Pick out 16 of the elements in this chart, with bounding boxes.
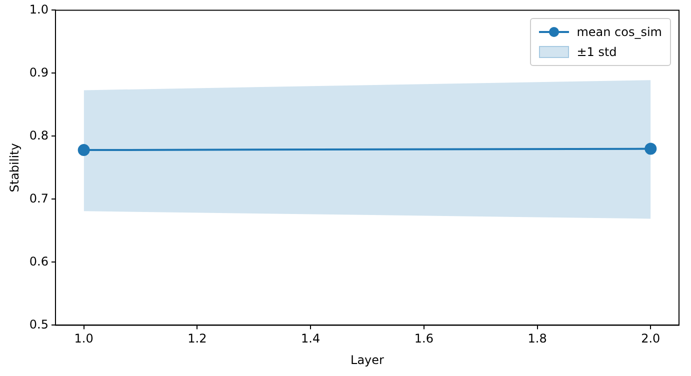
x-tick-label: 1.8 — [528, 332, 547, 346]
y-tick-label: 0.7 — [29, 191, 48, 206]
annotation: ±1 std — [576, 45, 617, 60]
x-tick-label: 1.0 — [74, 332, 94, 346]
x-tick-label: 1.6 — [414, 332, 434, 346]
x-tick-label: 1.2 — [188, 332, 207, 346]
x-tick-label: 1.4 — [301, 332, 320, 346]
y-tick-label: 0.8 — [29, 128, 48, 142]
y-tick-label: 0.6 — [29, 254, 48, 268]
x-axis-title: Layer — [350, 352, 384, 367]
y-axis-title: Stability — [7, 143, 22, 192]
x-tick-label: 2.0 — [641, 332, 660, 346]
y-tick-label: 0.5 — [29, 317, 48, 332]
legend-label: mean cos_sim — [576, 25, 662, 40]
y-tick-label: 1.0 — [29, 2, 48, 16]
y-tick-label: 0.9 — [29, 65, 48, 80]
